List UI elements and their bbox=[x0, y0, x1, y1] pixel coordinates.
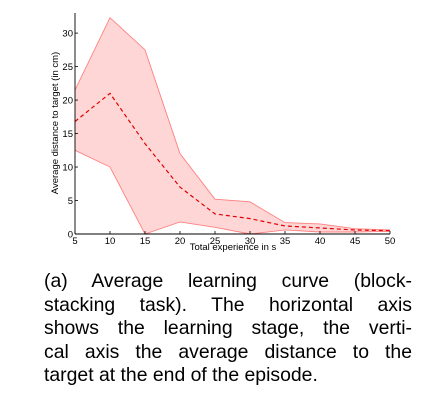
y-tick-label: 15 bbox=[62, 129, 73, 140]
figure-caption: (a) Average learning curve (block- stack… bbox=[44, 270, 412, 388]
y-tick-label: 5 bbox=[68, 196, 73, 207]
caption-line-5: target at the end of the episode. bbox=[44, 364, 318, 386]
x-tick-label: 25 bbox=[210, 236, 221, 247]
y-axis-label: Average distance to target (in cm) bbox=[50, 52, 61, 194]
caption-line-4: cal axis the average distance to the bbox=[44, 340, 412, 363]
std-band-lower-edge bbox=[74, 149, 391, 235]
x-tick-label: 45 bbox=[350, 236, 361, 247]
y-tick-label: 30 bbox=[62, 29, 73, 40]
x-tick-label: 20 bbox=[175, 236, 186, 247]
x-tick-label: 50 bbox=[385, 236, 396, 247]
std-band-upper-edge bbox=[74, 16, 391, 231]
x-tick-label: 40 bbox=[315, 236, 326, 247]
caption-line-1: (a) Average learning curve (block- bbox=[44, 270, 412, 292]
std-band-fill bbox=[75, 17, 390, 234]
std-band-layer bbox=[74, 16, 391, 235]
x-tick-label: 30 bbox=[245, 236, 256, 247]
x-tick-label: 5 bbox=[72, 236, 77, 247]
caption-line-2: stacking task). The horizontal axis bbox=[44, 293, 412, 316]
y-tick-label: 0 bbox=[68, 230, 73, 241]
y-tick-label: 20 bbox=[62, 96, 73, 107]
mean-line-layer bbox=[74, 92, 391, 232]
mean-line bbox=[74, 92, 391, 232]
x-axis-label: Total experience in s bbox=[190, 242, 277, 253]
caption-line-3: shows the learning stage, the verti- bbox=[44, 317, 412, 339]
y-tick-label: 25 bbox=[62, 62, 73, 73]
x-tick-label: 35 bbox=[280, 236, 291, 247]
x-tick-label: 15 bbox=[140, 236, 151, 247]
y-tick-label: 10 bbox=[62, 163, 73, 174]
x-tick-label: 10 bbox=[105, 236, 116, 247]
